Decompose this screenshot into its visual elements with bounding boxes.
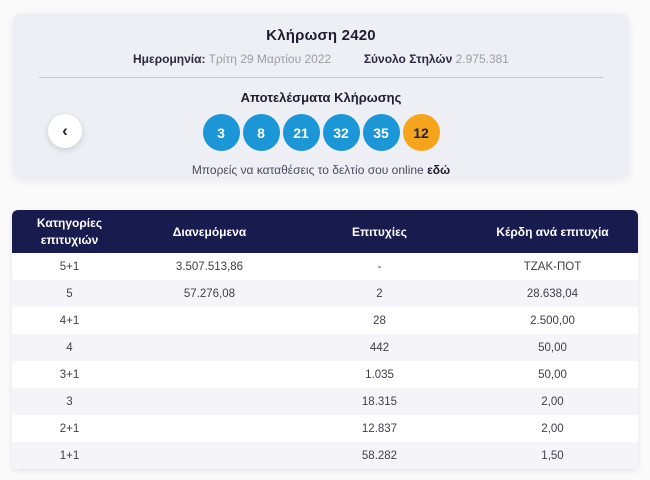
category-cell: 4 — [66, 341, 73, 354]
number-ball-6: 12 — [402, 114, 440, 151]
prize-cell: 2,00 — [541, 395, 564, 408]
winners-cell: 2 — [376, 287, 383, 300]
prev-draw-button[interactable]: ‹ — [48, 114, 82, 148]
category-cell: 2+1 — [59, 422, 80, 435]
number-ball-1: 3 — [202, 114, 240, 151]
card-divider — [39, 77, 603, 78]
winners-cell: 12.837 — [361, 422, 398, 435]
prize-cell: 50,00 — [538, 341, 567, 354]
category-cell: 5+1 — [59, 260, 80, 273]
category-cell: 3+1 — [59, 368, 80, 381]
total-columns-label: Σύνολο Στηλών — [363, 52, 453, 66]
number-ball-3: 21 — [282, 114, 320, 151]
table-row: 4 442 50,00 — [12, 334, 638, 361]
prize-cell: 2,00 — [541, 422, 564, 435]
distributed-cell: 3.507.513,86 — [175, 260, 244, 273]
category-cell: 3 — [66, 395, 73, 408]
category-cell: 5 — [66, 287, 73, 300]
number-ball-2: 8 — [242, 114, 280, 151]
number-ball-5: 35 — [362, 114, 400, 151]
online-link[interactable]: εδώ — [427, 163, 451, 177]
prize-cell: ΤΖΑΚ-ΠΟΤ — [523, 260, 582, 273]
winners-cell: 18.315 — [361, 395, 398, 408]
winners-cell: 58.282 — [361, 449, 398, 462]
total-columns-value: 2.975.381 — [455, 52, 509, 66]
draw-title: Κλήρωση 2420 — [266, 27, 376, 44]
category-cell: 1+1 — [59, 449, 80, 462]
table-row: 3+1 1.035 50,00 — [12, 361, 638, 388]
online-text: Μπορείς να καταθέσεις το δελτίο σου onli… — [191, 163, 424, 177]
table-row: 2+1 12.837 2,00 — [12, 415, 638, 442]
prize-cell: 2.500,00 — [530, 314, 575, 327]
column-header-1: Κατηγορίες επιτυχιών — [36, 216, 103, 247]
chevron-left-icon: ‹ — [62, 120, 68, 140]
winners-cell: 1.035 — [365, 368, 394, 381]
column-header-4: Κέρδη ανά επιτυχία — [496, 224, 609, 239]
winners-cell: - — [377, 260, 382, 273]
winning-numbers: 3 8 21 32 35 12 — [13, 114, 629, 151]
category-cell: 4+1 — [59, 314, 80, 327]
online-submit-line: Μπορείς να καταθέσεις το δελτίο σου onli… — [13, 163, 629, 177]
table-header-row: Κατηγορίες επιτυχιών Διανεμόμενα Επιτυχίες… — [12, 210, 638, 253]
table-row: 5 57.276,08 2 28.638,04 — [12, 280, 638, 307]
winners-cell: 442 — [369, 341, 390, 354]
table-body: 5+1 3.507.513,86 - ΤΖΑΚ-ΠΟΤ 5 57.276,08 2 28.63… — [12, 253, 638, 469]
draw-meta: Ημερομηνία: Τρίτη 29 Μαρτίου 2022 Σύνολο… — [13, 52, 629, 66]
table-row: 3 18.315 2,00 — [12, 388, 638, 415]
draw-date-label: Ημερομηνία: — [133, 52, 206, 66]
prize-cell: 28.638,04 — [526, 287, 579, 300]
column-header-2: Διανεμόμενα — [172, 224, 247, 239]
table-row: 4+1 28 2.500,00 — [12, 307, 638, 334]
results-table: Κατηγορίες επιτυχιών Διανεμόμενα Επιτυχίες… — [12, 210, 638, 469]
table-row: 1+1 58.282 1,50 — [12, 442, 638, 469]
results-heading: Αποτελέσματα Κλήρωσης — [240, 90, 402, 105]
column-header-3: Επιτυχίες — [351, 224, 408, 239]
prize-cell: 50,00 — [538, 368, 567, 381]
winners-cell: 28 — [373, 314, 386, 327]
number-ball-4: 32 — [322, 114, 360, 151]
draw-date-value: Τρίτη 29 Μαρτίου 2022 — [208, 52, 332, 66]
draw-summary-card: Κλήρωση 2420 Ημερομηνία: Τρίτη 29 Μαρτίο… — [13, 13, 629, 178]
prize-cell: 1,50 — [541, 449, 564, 462]
distributed-cell: 57.276,08 — [183, 287, 236, 300]
table-row: 5+1 3.507.513,86 - ΤΖΑΚ-ΠΟΤ — [12, 253, 638, 280]
